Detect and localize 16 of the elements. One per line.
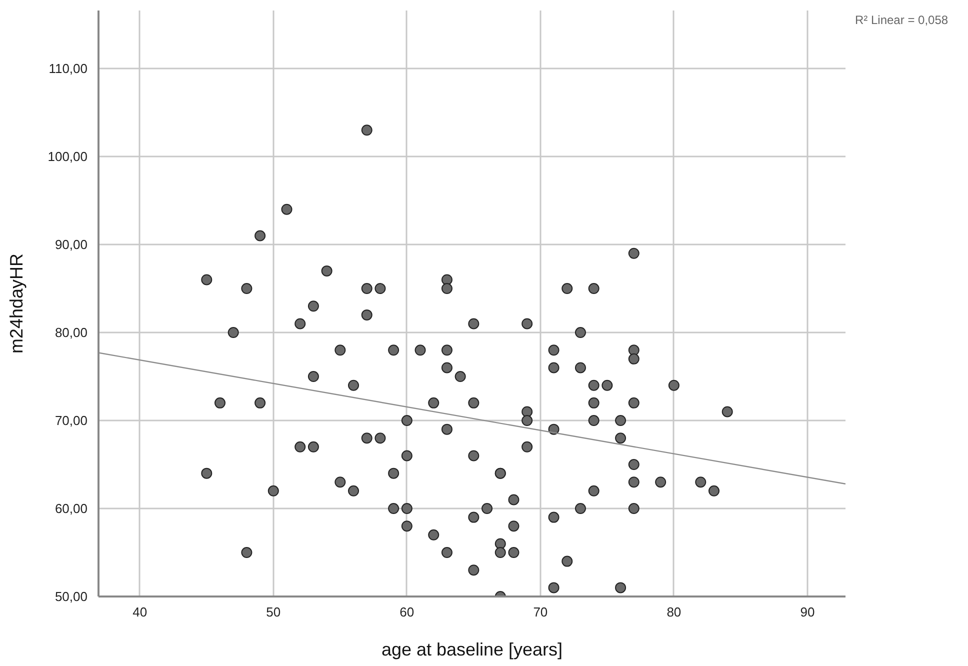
x-tick-label: 40 — [132, 604, 148, 620]
x-tick-label: 60 — [400, 604, 414, 620]
x-tick-label: 70 — [533, 604, 548, 620]
y-tick-label: 70,00 — [54, 413, 88, 428]
x-tick-label: 90 — [800, 604, 815, 620]
y-axis-title: m24hdayHR — [6, 253, 27, 354]
y-tick-label: 100,00 — [48, 149, 88, 164]
x-axis-title: age at baseline [years] — [381, 640, 563, 660]
y-tick-label: 60,00 — [54, 501, 88, 516]
y-tick-label: 50,00 — [54, 589, 88, 604]
y-tick-label: 110,00 — [48, 61, 88, 76]
x-tick-label: 80 — [666, 604, 682, 620]
y-tick-label: 90,00 — [54, 237, 88, 252]
text: R² Linear = 0,058 — [855, 12, 948, 29]
x-tick-label: 50 — [266, 604, 281, 620]
y-tick-label: 80,00 — [54, 325, 88, 340]
